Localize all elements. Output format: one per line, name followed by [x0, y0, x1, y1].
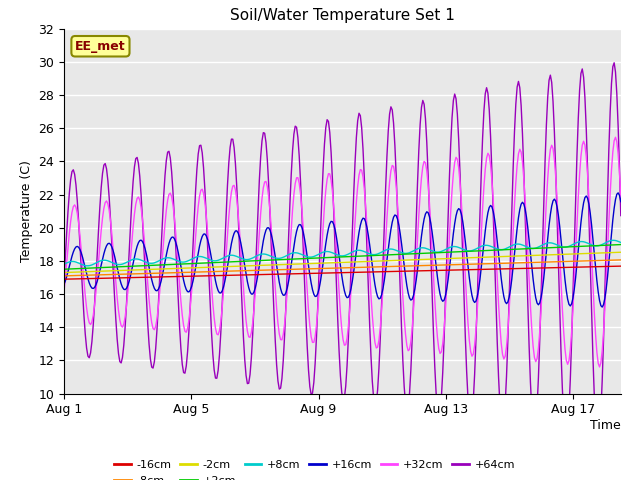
Text: Time: Time: [590, 419, 621, 432]
Y-axis label: Temperature (C): Temperature (C): [20, 160, 33, 262]
Text: EE_met: EE_met: [75, 40, 126, 53]
Title: Soil/Water Temperature Set 1: Soil/Water Temperature Set 1: [230, 9, 455, 24]
Legend: -16cm, -8cm, -2cm, +2cm, +8cm, +16cm, +32cm, +64cm: -16cm, -8cm, -2cm, +2cm, +8cm, +16cm, +3…: [109, 456, 520, 480]
